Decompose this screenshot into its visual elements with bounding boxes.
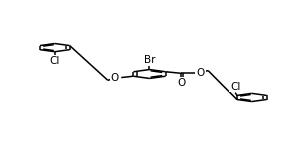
Text: Cl: Cl <box>230 82 240 91</box>
Text: O: O <box>177 78 186 88</box>
Text: O: O <box>197 68 205 78</box>
Text: Cl: Cl <box>50 56 60 66</box>
Text: Br: Br <box>144 55 155 65</box>
Text: O: O <box>111 73 119 83</box>
